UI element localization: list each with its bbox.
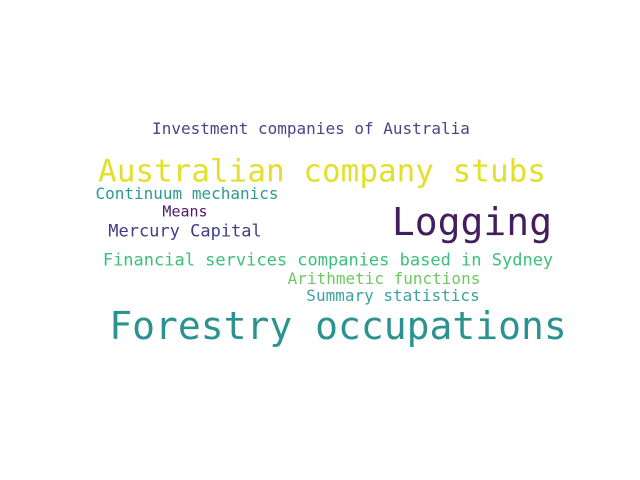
- word-mercury-capital: Mercury Capital: [108, 221, 262, 242]
- word-investment-companies-of-australia: Investment companies of Australia: [152, 119, 470, 138]
- word-australian-company-stubs: Australian company stubs: [98, 153, 546, 190]
- word-continuum-mechanics: Continuum mechanics: [95, 184, 279, 203]
- word-means: Means: [162, 202, 208, 221]
- word-financial-services-companies-based-in-sydney: Financial services companies based in Sy…: [102, 250, 554, 271]
- word-arithmetic-functions: Arithmetic functions: [287, 269, 481, 288]
- word-summary-statistics: Summary statistics: [306, 286, 480, 305]
- word-logging: Logging: [391, 200, 553, 244]
- word-forestry-occupations: Forestry occupations: [109, 304, 567, 348]
